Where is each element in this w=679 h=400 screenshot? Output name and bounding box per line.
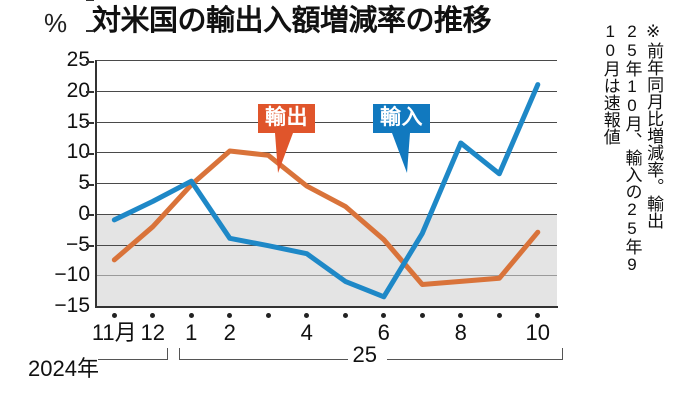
legend-badge-export[interactable]: 輸出 [258, 104, 315, 134]
gridline [95, 183, 557, 184]
x-axis-tick-dot [150, 313, 156, 318]
y-axis-unit-label: % [44, 8, 68, 38]
page-title: 対米国の輸出入額増減率の推移 [92, 5, 492, 37]
y-axis-tick-label: −10 [54, 263, 90, 287]
y-axis-tick [86, 214, 94, 217]
x-axis-tick-dot [458, 313, 464, 318]
year-bracket-25-right [386, 348, 563, 360]
y-axis-tick-label: 5 [78, 171, 90, 194]
x-axis-tick-label: 11月 [91, 320, 137, 345]
gridline [95, 213, 557, 215]
y-axis-tick-label: −5 [66, 232, 90, 256]
x-axis-tick-label: 1 [185, 320, 198, 345]
y-axis-tick [86, 245, 94, 247]
series-lines [111, 82, 541, 300]
x-axis-tick-label: 8 [454, 320, 467, 345]
y-axis-tick-label: 10 [66, 140, 90, 164]
x-axis-tick-dot [342, 313, 348, 318]
y-axis-tick-label: 20 [66, 78, 90, 102]
footnotes: ※前年同月比増減率。輸出 25年10月、輸入の25年9 10月は速報値 [600, 22, 663, 340]
y-axis-tick-label: −15 [54, 294, 90, 317]
x-axis-tick-dot [304, 313, 310, 318]
year-bracket-25-left [179, 348, 348, 360]
series-line-import [111, 82, 541, 300]
y-axis-tick [86, 122, 94, 124]
y-axis-tick [86, 0, 94, 1]
x-axis-tick-dot [381, 313, 387, 318]
x-axis-tick-label: 10 [525, 320, 550, 345]
x-axis-tick-dot [111, 313, 117, 318]
plot-area [95, 60, 557, 307]
gridline [95, 90, 557, 92]
x-axis-tick-dot [265, 313, 271, 318]
y-axis-labels: 25 20 15 10 5 0 −5 −10 −15 [20, 49, 90, 316]
gridline [95, 275, 557, 277]
y-axis-tick [86, 60, 94, 63]
y-axis-line [95, 60, 97, 307]
y-axis-tick-label: 25 [66, 48, 90, 71]
y-axis-tick [86, 183, 94, 186]
y-axis-tick [86, 91, 94, 94]
x-axis-tick-dot [496, 313, 502, 318]
y-axis-tick-label: 15 [66, 109, 90, 133]
y-axis-tick [86, 29, 94, 32]
footnote-column-2: 25年10月、輸入の25年9 [622, 22, 642, 274]
y-axis-tick [86, 152, 94, 155]
gridline [95, 121, 557, 123]
y-axis-tick-label: 0 [78, 201, 90, 225]
year-bracket-2024 [98, 348, 168, 360]
x-axis-tick-label: 4 [300, 320, 313, 345]
gridline [95, 244, 557, 246]
year-label-2024: 2024年 [28, 356, 99, 381]
year-label-25: 25 [352, 342, 377, 367]
x-axis-tick-dot [227, 313, 233, 318]
x-axis-tick-label: 6 [377, 320, 390, 345]
series-line-export [111, 148, 541, 287]
negative-region-shading [95, 213, 557, 306]
footnote-column-1: ※前年同月比増減率。輸出 [644, 22, 664, 229]
footnote-column-3: 10月は速報値 [600, 22, 620, 145]
gridline [95, 152, 557, 154]
x-axis-line [95, 306, 558, 308]
x-axis-tick-label: 12 [140, 320, 165, 345]
x-axis-tick-dot [419, 313, 425, 318]
x-axis-tick-label: 2 [223, 320, 236, 345]
legend-badge-import[interactable]: 輸入 [373, 104, 430, 134]
x-axis-tick-dot [535, 313, 541, 318]
gridline [95, 60, 557, 61]
x-axis-tick-dot [188, 313, 194, 318]
